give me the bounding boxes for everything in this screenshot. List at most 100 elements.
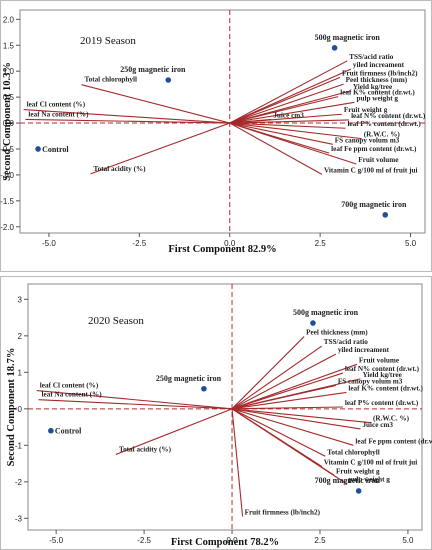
x-tick-label: 5.0 — [402, 536, 414, 545]
loading-label-fruit-weight-g: Fruit weight g — [344, 106, 388, 114]
loading-label-tss-acid-ratio: TSS/acid ratio — [349, 53, 394, 61]
panel-1: -5.0 -2.5 0.0 2.5 5.0 2.0 1.5 1.0 0.5 0.0 -0.5 -1.0… — [0, 0, 432, 272]
observation-point-250g-magnetic-iron — [201, 385, 207, 392]
y-tick-label: -3 — [15, 514, 23, 523]
loading-label-leaf-cl-content: leaf Cl content (%) — [27, 101, 86, 109]
observation-label-500g-magnetic-iron: 500g magnetic iron — [293, 308, 359, 317]
loading-vector-total-chlorophyll — [81, 84, 230, 124]
loading-vector-leaf-na-content — [25, 118, 230, 124]
plot-area — [19, 9, 426, 234]
observation-label-700g-magnetic-iron: 700g magnetic iron — [315, 476, 381, 485]
loading-vector-tss-acid-ratio — [229, 60, 348, 124]
x-tick-label: 2.5 — [314, 536, 326, 545]
loading-vector-fs-canopy-volum-m3 — [231, 384, 336, 410]
loading-label-leaf-fe-ppm-content-dr-wt: leaf Fe ppm content (dr.wt.) — [331, 145, 417, 153]
loading-vector-leaf-fe-ppm-content-dr-wt — [231, 408, 354, 446]
x-tick-label: 0.0 — [226, 536, 238, 545]
x-tick-label: -5.0 — [42, 239, 56, 248]
y-tick-label: -2 — [15, 478, 23, 487]
loading-label-leaf-k-content-dr-wt: leaf K% content (dr.wt.) — [348, 384, 423, 392]
loading-label-yield-kg-tree: Yield kg/tree — [353, 83, 392, 91]
loading-label-total-acidity: Total acidity (%) — [119, 445, 172, 453]
observation-label-250g-magnetic-iron: 250g magnetic iron — [156, 374, 222, 383]
loading-vector-juice-cm3 — [229, 118, 272, 124]
y-tick-label: 3 — [18, 295, 23, 304]
loading-label-total-chlorophyll: Total chlorophyll — [84, 76, 137, 84]
plot-area — [27, 283, 423, 531]
observation-label-500g-magnetic-iron: 500g magnetic iron — [315, 33, 381, 42]
loading-label-peel-thickness-mm: Peel thickness (mm) — [346, 76, 408, 84]
season-title: 2019 Season — [80, 35, 136, 47]
loading-label-leaf-n-content-dr-wt: leaf N% content (dr.wt.) — [351, 112, 426, 120]
loading-label-leaf-n-content-dr-wt: leaf N% content (dr.wt.) — [345, 365, 420, 373]
y-tick-label: -1 — [15, 441, 23, 450]
loading-label-leaf-cl-content: leaf Cl content (%) — [40, 382, 99, 390]
loading-label-total-chlorophyll: Total chlorophyll — [327, 448, 380, 456]
loading-label-fruit-firmness-lb-inch2: Fruit firmness (lb/inch2) — [342, 69, 418, 77]
observation-label-700g-magnetic-iron: 700g magnetic iron — [341, 200, 407, 209]
observation-point-700g-magnetic-iron — [382, 212, 389, 218]
loading-vector-fruit-volume — [231, 363, 358, 410]
loading-vector-yiled-increament — [231, 353, 337, 410]
loading-vector-peel-thickness-mm — [229, 83, 344, 124]
loading-label-fruit-firmness-lb-inch2: Fruit firmness (lb/inch2) — [245, 508, 321, 516]
panel-2: -5.0 -2.5 0.0 2.5 5.0 3 2 1 0 -1 -2 -3 First Compone… — [0, 276, 432, 550]
observation-point-250g-magnetic-iron — [165, 77, 172, 83]
x-tick-label: -5.0 — [49, 536, 63, 545]
loading-vector-leaf-na-content — [38, 399, 233, 410]
y-tick-label: 2 — [18, 332, 23, 341]
x-tick-label: -2.5 — [137, 536, 151, 545]
loading-vector-leaf-cl-content — [23, 109, 230, 124]
loading-vector-pulp-weight-g — [231, 408, 347, 485]
loading-vector-pulp-weight-g — [229, 101, 355, 124]
y-tick-label: 2.0 — [3, 15, 15, 24]
loading-vector-r-w-c — [231, 408, 372, 424]
x-axis-label: First Component 82.9% — [168, 244, 276, 255]
loading-vector-juice-cm3 — [231, 408, 361, 430]
y-tick-label: 1.0 — [3, 67, 15, 76]
y-axis-label: Second Component 10.3% — [2, 62, 13, 181]
loading-label-fruit-volume: Fruit volume — [358, 156, 398, 164]
observation-point-control — [48, 427, 54, 434]
y-tick-label: 1.5 — [3, 41, 15, 50]
loading-label-leaf-fe-ppm-content-dr-wt: leaf Fe ppm content (dr.wt.) — [355, 437, 432, 445]
y-tick-label: -0.5 — [0, 145, 14, 154]
loading-vector-total-acidity — [90, 122, 230, 175]
season-title: 2020 Season — [88, 315, 144, 327]
loading-label-tss-acid-ratio: TSS/acid ratio — [324, 338, 369, 346]
observation-point-700g-magnetic-iron — [355, 488, 362, 494]
loading-label-leaf-na-content: leaf Na content (%) — [28, 110, 89, 118]
loading-label-fruit-weight-g: Fruit weight g — [336, 467, 380, 475]
loading-label-fs-canopy-volum-m3: FS canopy volum m3 — [338, 377, 403, 385]
loading-vector-fruit-firmness-lb-inch2 — [229, 76, 341, 124]
loading-vector-leaf-cl-content — [36, 390, 233, 410]
loading-label-fs-canopy-volum-m3: FS canopy volum m3 — [335, 136, 400, 144]
loading-label-yiled-increament: yiled increament — [338, 346, 390, 354]
x-tick-label: 0.0 — [224, 239, 236, 248]
loading-vector-fruit-volume — [229, 122, 357, 165]
x-tick-label: 2.5 — [315, 239, 327, 248]
x-tick-label: -2.5 — [132, 239, 146, 248]
loading-vector-r-w-c — [229, 122, 362, 140]
loading-vector-tss-acid-ratio — [231, 345, 323, 410]
loading-label-leaf-k-content-dr-wt: leaf K% content (dr.wt.) — [340, 89, 415, 97]
observation-label-250g-magnetic-iron: 250g magnetic iron — [120, 65, 186, 74]
observation-point-500g-magnetic-iron — [331, 45, 338, 51]
x-axis-label: First Component 78.2% — [171, 537, 279, 548]
loading-label-r-w-c: (R.W.C. %) — [364, 131, 401, 139]
loading-vector-leaf-k-content-dr-wt — [229, 96, 339, 124]
loading-label-juice-cm3: Juice cm3 — [273, 111, 304, 119]
loading-vector-total-chlorophyll — [231, 408, 326, 457]
y-tick-label: -2.0 — [0, 223, 14, 232]
loading-label-juice-cm3: Juice cm3 — [362, 421, 393, 429]
panel-frame — [0, 276, 432, 550]
loading-vector-leaf-p-content-dr-wt — [232, 406, 343, 410]
loading-label-vitamin-c-g-100-ml-of-fruit-jui: Vitamin C g/100 ml of fruit jui — [324, 458, 418, 466]
loading-vector-peel-thickness-mm — [231, 336, 305, 410]
loading-vector-yiled-increament — [229, 68, 352, 124]
y-tick-label: -1.0 — [0, 171, 14, 180]
loading-vector-fruit-firmness-lb-inch2 — [231, 408, 244, 517]
loading-label-pulp-weight-g: pulp weight g — [348, 476, 390, 484]
y-tick-label: 0.0 — [3, 119, 15, 128]
